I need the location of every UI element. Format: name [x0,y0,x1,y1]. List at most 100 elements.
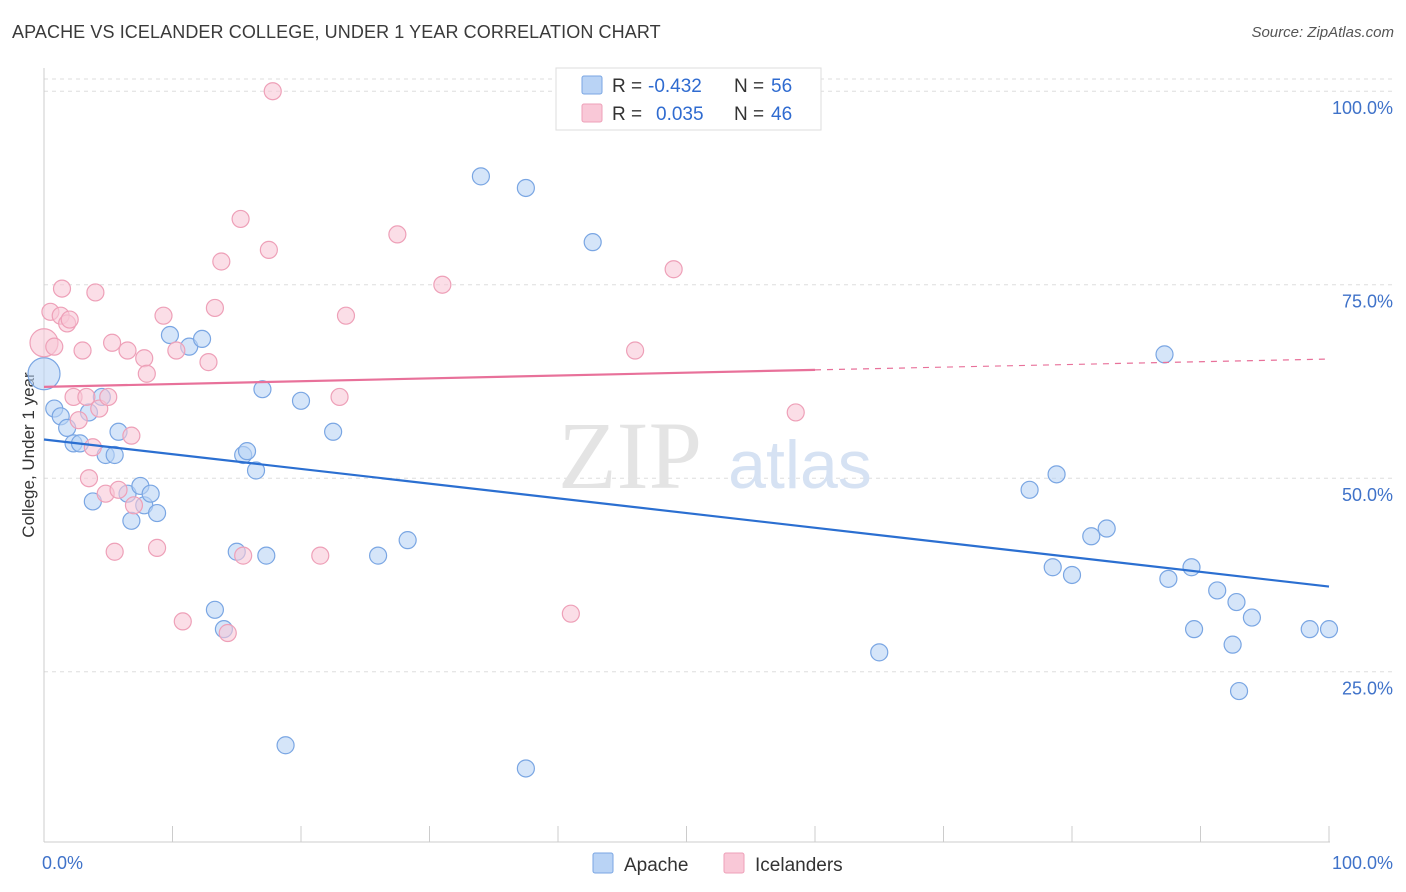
watermark: ZIP atlas [558,402,872,509]
apache-point-17 [141,484,160,503]
icelanders-point-33 [218,623,237,643]
icelanders-point-13 [83,438,102,457]
apache-point-1 [27,357,61,391]
icelanders-point-23 [124,496,144,515]
icelanders-point-45 [664,260,683,279]
icelanders-point-30 [199,353,218,372]
icelanders-point-11 [77,387,96,407]
icelanders-n-label: N = [734,104,764,125]
icelanders-point-14 [86,283,105,302]
apache-point-14 [122,511,141,530]
apache-point-53 [1229,681,1249,701]
apache-point-40 [1020,480,1039,499]
icelanders-point-7 [60,310,79,329]
icelanders-legend-swatch [581,103,603,123]
icelanders-point-3 [45,337,64,356]
icelanders-point-31 [205,298,225,318]
trend-lines [43,358,1330,588]
apache-point-19 [160,325,180,345]
y-tick-labels: 25.0% 50.0% 75.0% 100.0% [1332,98,1393,699]
icelanders-point-21 [118,341,137,360]
apache-point-37 [516,759,535,778]
icelanders-point-12 [79,469,99,488]
apache-r-value: -0.432 [648,76,702,97]
x-tick-label-start: 0.0% [42,853,83,873]
apache-point-54 [1242,608,1262,627]
icelanders-point-5 [52,279,72,298]
icelanders-point-38 [311,546,330,565]
icelanders-point-10 [73,341,92,360]
icelanders-point-40 [336,306,356,325]
icelanders-point-19 [105,542,124,561]
apache-bottom-label: Apache [624,855,688,876]
y-axis-label: College, Under 1 year [19,372,38,538]
apache-point-44 [1082,527,1101,546]
icelanders-r-value: 0.035 [656,104,704,125]
icelanders-trend-line [43,368,816,388]
icelanders-point-41 [388,225,407,244]
icelanders-point-44 [625,341,645,360]
apache-point-38 [583,233,602,252]
icelanders-point-17 [99,387,118,407]
y-tick-label-2: 50.0% [1342,485,1393,505]
apache-point-34 [398,531,417,550]
icelanders-r-label: R = [612,104,642,125]
icelanders-point-25 [137,364,156,383]
y-tick-label-1: 25.0% [1342,679,1393,699]
grid-lines [44,78,1393,673]
icelanders-n-value: 46 [771,104,792,125]
watermark-atlas: atlas [728,427,872,503]
series-legend: Apache Icelanders [592,852,843,876]
source-credit: Source: ZipAtlas.com [1251,24,1394,41]
apache-point-31 [291,391,311,410]
apache-point-45 [1097,519,1116,538]
icelanders-bottom-swatch [723,852,745,874]
apache-legend-swatch [581,75,603,95]
apache-trend-line [43,438,1330,588]
icelanders-point-9 [69,411,88,430]
icelanders-point-34 [231,209,250,229]
apache-bottom-swatch [592,852,614,874]
x-ticks [172,826,1330,842]
icelanders-point-28 [167,341,186,360]
x-tick-label-end: 100.0% [1332,853,1393,873]
apache-point-50 [1208,581,1227,600]
apache-point-28 [253,380,272,399]
apache-point-48 [1182,558,1201,577]
apache-point-46 [1155,345,1174,364]
apache-point-41 [1043,558,1062,577]
apache-point-55 [1300,620,1319,639]
apache-point-18 [147,503,167,523]
apache-point-32 [324,422,343,441]
icelanders-point-18 [103,333,122,352]
apache-point-21 [192,329,212,348]
icelanders-point-26 [147,538,167,557]
icelanders-trend-extension [814,358,1330,371]
apache-n-value: 56 [771,76,792,97]
y-tick-label-4: 100.0% [1332,98,1393,118]
apache-r-label: R = [612,76,642,97]
icelanders-point-22 [122,426,141,445]
apache-point-49 [1184,620,1204,639]
icelanders-point-43 [561,604,580,623]
apache-point-56 [1319,620,1339,639]
icelanders-point-32 [212,252,231,271]
watermark-zip: ZIP [558,402,702,509]
data-points [27,82,1339,778]
apache-point-11 [105,445,124,465]
icelanders-point-27 [154,306,173,325]
icelanders-bottom-label: Icelanders [755,855,843,876]
apache-point-42 [1047,465,1066,484]
apache-point-30 [276,736,295,755]
correlation-legend: R = -0.432 N = 56 R = 0.035 N = 46 [555,67,822,131]
icelanders-point-35 [234,546,253,565]
apache-point-36 [516,178,535,198]
y-tick-label-3: 75.0% [1342,292,1393,312]
apache-point-47 [1159,569,1178,588]
apache-point-35 [471,167,490,186]
apache-point-26 [237,442,257,461]
icelanders-point-37 [263,82,282,101]
icelanders-point-46 [786,403,805,422]
apache-point-43 [1062,565,1082,585]
